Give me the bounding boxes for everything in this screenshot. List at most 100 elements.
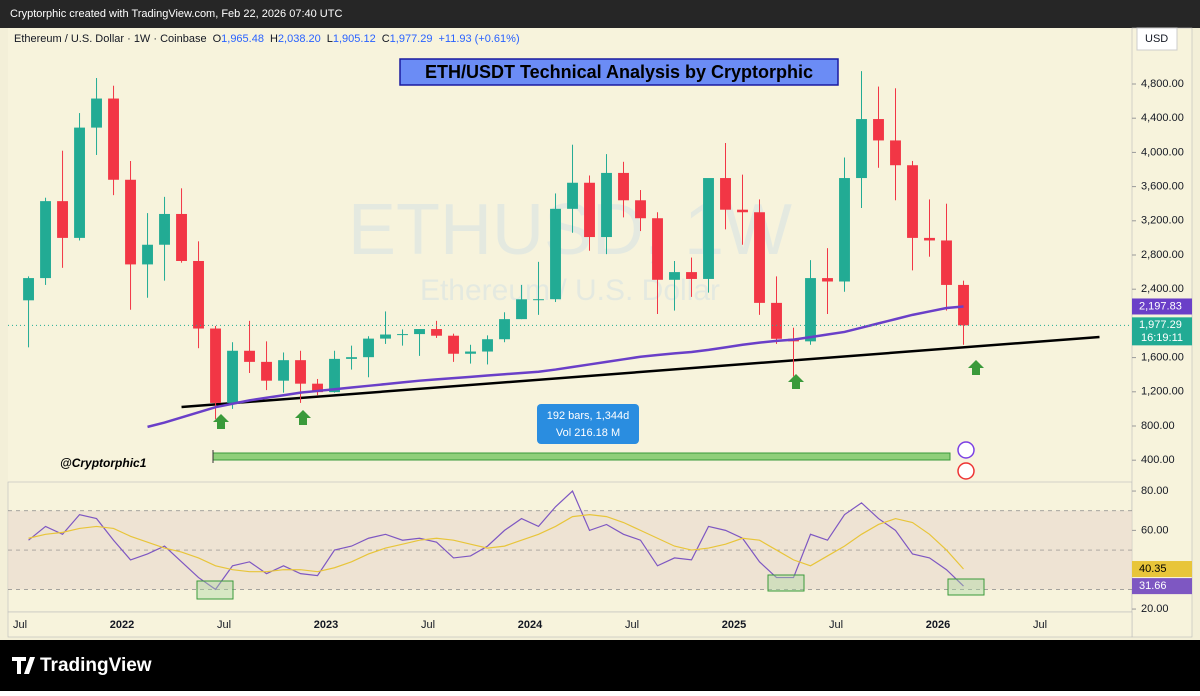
candle-body — [890, 140, 901, 166]
measure-volume: Vol 216.18 M — [556, 427, 620, 439]
candle-body — [686, 272, 697, 279]
brand: TradingView — [40, 655, 152, 676]
candle-body — [822, 278, 833, 282]
candle-body — [414, 329, 425, 335]
x-tick-label: 2025 — [722, 619, 746, 631]
candle-body — [482, 339, 493, 352]
ohlc-value: 1,965.48 — [221, 33, 264, 45]
rsi-line — [28, 490, 964, 591]
x-tick-label: Jul — [421, 619, 435, 631]
y-tick-label: 800.00 — [1141, 420, 1175, 432]
candle-body — [380, 334, 391, 339]
candle-body — [23, 278, 34, 301]
candle-body — [601, 172, 612, 238]
candle-body — [142, 244, 153, 265]
candle-body — [499, 319, 510, 340]
x-tick-label: 2023 — [314, 619, 338, 631]
y-tick-label: 4,000.00 — [1141, 146, 1184, 158]
rsi-tick-label: 60.00 — [1141, 524, 1169, 536]
arrow — [295, 410, 311, 425]
candle-body — [873, 119, 884, 141]
header-line: Ethereum / U.S. Dollar · 1W · Coinbase O1… — [14, 33, 520, 45]
x-tick-label: Jul — [829, 619, 843, 631]
candle-body — [958, 284, 969, 326]
rsi-label-box — [1132, 561, 1192, 578]
ohlc-key: O — [213, 33, 222, 45]
rsi-tick-label: 20.00 — [1141, 603, 1169, 615]
credit: Cryptorphic created with TradingView.com… — [10, 8, 342, 20]
ohlc-value: 2,038.20 — [278, 33, 321, 45]
candle-body — [550, 208, 561, 300]
candle-body — [227, 350, 238, 403]
candle-body — [941, 240, 952, 285]
x-tick-label: Jul — [625, 619, 639, 631]
rsi-highlight — [196, 580, 234, 600]
x-tick-label: 2024 — [518, 619, 543, 631]
countdown: 16:19:11 — [1141, 332, 1183, 344]
y-tick-label: 1,200.00 — [1141, 386, 1184, 398]
candle-body — [193, 260, 204, 329]
y-tick-label: 2,400.00 — [1141, 283, 1184, 295]
logo-icon — [12, 657, 35, 674]
event-icon — [957, 462, 975, 480]
candle-body — [346, 357, 357, 359]
rsi-label-box — [1132, 578, 1192, 595]
rsi-highlight — [947, 578, 985, 596]
candle-body — [720, 178, 731, 210]
title: ETH/USDT Technical Analysis by Cryptorph… — [425, 62, 813, 82]
ohlc-key: L — [327, 33, 333, 45]
rsi-line — [28, 514, 964, 573]
top-bar — [0, 0, 1200, 28]
candle-body — [91, 98, 102, 128]
candle-body — [737, 209, 748, 213]
candle-body — [159, 213, 170, 245]
candle-body — [516, 299, 527, 320]
y-tick-label: 2,800.00 — [1141, 249, 1184, 261]
title-box — [399, 58, 839, 86]
measure-range — [212, 452, 951, 461]
y-tick-label: 3,600.00 — [1141, 181, 1184, 193]
candle-body — [74, 127, 85, 238]
close-label: 1,977.29 — [1139, 319, 1182, 331]
y-tick-label: 4,800.00 — [1141, 78, 1184, 90]
ohlc-value: 1,905.12 — [333, 33, 376, 45]
candle-body — [618, 172, 629, 201]
candle-body — [771, 302, 782, 339]
candle-body — [533, 299, 544, 301]
ohlc-value: 1,977.29 — [390, 33, 433, 45]
candle-body — [907, 165, 918, 238]
rsi-highlight — [767, 574, 805, 592]
candle-body — [40, 201, 51, 279]
candle-body — [210, 328, 221, 403]
candle-body — [652, 218, 663, 280]
candle-body — [278, 360, 289, 381]
candle-body — [924, 237, 935, 241]
candle-body — [703, 178, 714, 279]
candle-body — [856, 119, 867, 179]
rsi-label: 31.66 — [1139, 580, 1167, 592]
candle-body — [448, 335, 459, 354]
candle-body — [754, 212, 765, 303]
bottom-bar — [0, 640, 1200, 691]
measure-bars: 192 bars, 1,344d — [547, 410, 630, 422]
trendline — [181, 335, 1100, 409]
candle-body — [125, 179, 136, 265]
x-tick-label: 2022 — [110, 619, 134, 631]
event-icon — [957, 441, 975, 459]
ma-label-box — [1132, 298, 1192, 315]
candle-body — [805, 278, 816, 342]
candle-body — [465, 351, 476, 354]
x-tick-label: Jul — [1033, 619, 1047, 631]
arrow — [213, 414, 229, 429]
currency: USD — [1145, 33, 1168, 45]
candle-body — [108, 98, 119, 180]
arrow — [968, 360, 984, 375]
ohlc-key: C — [382, 33, 390, 45]
candle-body — [635, 200, 646, 219]
y-tick-label: 3,200.00 — [1141, 215, 1184, 227]
measure-box — [537, 404, 639, 444]
y-tick-label: 400.00 — [1141, 454, 1175, 466]
candle-body — [584, 182, 595, 238]
x-tick-label: 2026 — [926, 619, 950, 631]
candle-body — [839, 178, 850, 282]
